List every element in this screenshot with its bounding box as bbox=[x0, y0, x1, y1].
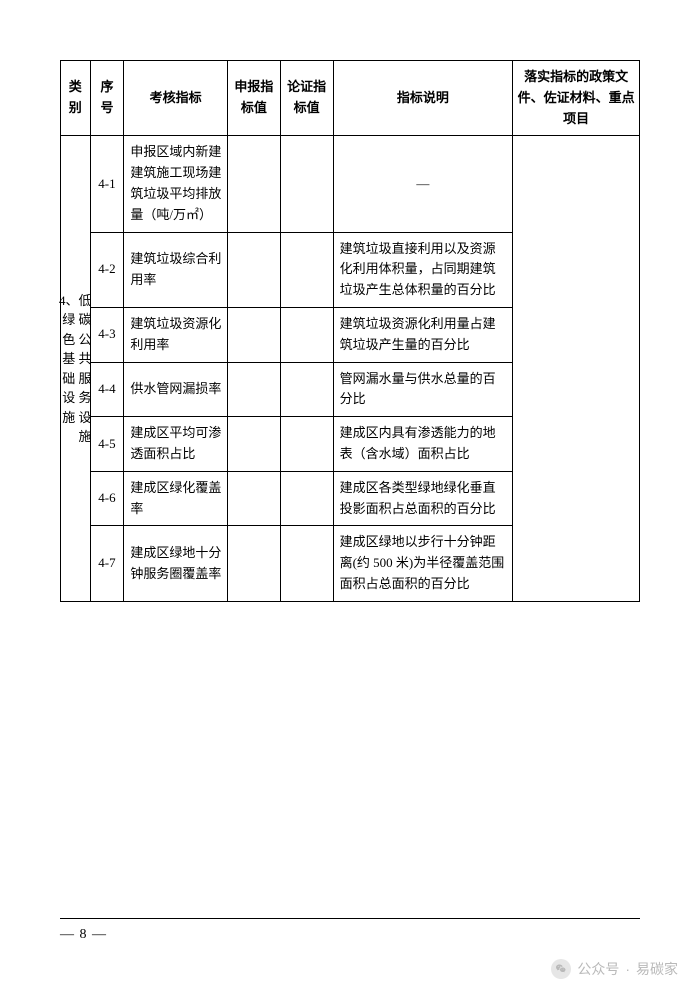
category-col2: 低 碳 公 共 服 务 设 施 bbox=[79, 291, 92, 447]
category-cell: 4、 绿 色 基 础 设 施 低 碳 公 共 bbox=[61, 136, 91, 601]
table-row: 4、 绿 色 基 础 设 施 低 碳 公 共 bbox=[61, 136, 640, 232]
cell-declared bbox=[227, 232, 280, 307]
cell-indicator: 建成区绿地十分钟服务圈覆盖率 bbox=[124, 526, 228, 601]
cell-seq: 4-4 bbox=[90, 362, 124, 417]
cell-description: 建筑垃圾直接利用以及资源化利用体积量，占同期建筑垃圾产生总体积量的百分比 bbox=[333, 232, 513, 307]
cell-declared bbox=[227, 362, 280, 417]
header-policy: 落实指标的政策文件、佐证材料、重点项目 bbox=[513, 61, 640, 136]
cell-indicator: 申报区域内新建建筑施工现场建筑垃圾平均排放量（吨/万㎡） bbox=[124, 136, 228, 232]
cell-verified bbox=[280, 471, 333, 526]
cell-verified bbox=[280, 417, 333, 472]
page-number: — 8 — bbox=[60, 927, 107, 943]
cell-declared bbox=[227, 471, 280, 526]
footer-rule bbox=[60, 918, 640, 919]
cell-indicator: 建成区绿化覆盖率 bbox=[124, 471, 228, 526]
category-col1: 4、 绿 色 基 础 设 施 bbox=[59, 291, 79, 447]
watermark: 公众号 · 易碳家 bbox=[551, 959, 678, 979]
cell-seq: 4-1 bbox=[90, 136, 124, 232]
cell-indicator: 供水管网漏损率 bbox=[124, 362, 228, 417]
cell-verified bbox=[280, 307, 333, 362]
cell-seq: 4-5 bbox=[90, 417, 124, 472]
cell-verified bbox=[280, 232, 333, 307]
watermark-name: 易碳家 bbox=[636, 959, 678, 979]
indicators-table: 类别 序号 考核指标 申报指标值 论证指标值 指标说明 落实指标的政策文件、佐证… bbox=[60, 60, 640, 602]
header-verified: 论证指标值 bbox=[280, 61, 333, 136]
cell-description: — bbox=[333, 136, 513, 232]
cell-declared bbox=[227, 417, 280, 472]
cell-indicator: 建成区平均可渗透面积占比 bbox=[124, 417, 228, 472]
cell-declared bbox=[227, 526, 280, 601]
header-indicator: 考核指标 bbox=[124, 61, 228, 136]
watermark-sep: · bbox=[625, 961, 630, 977]
cell-description: 建成区绿地以步行十分钟距离(约 500 米)为半径覆盖范围面积占总面积的百分比 bbox=[333, 526, 513, 601]
header-declared: 申报指标值 bbox=[227, 61, 280, 136]
wechat-icon bbox=[551, 959, 571, 979]
cell-verified bbox=[280, 362, 333, 417]
document-page: 类别 序号 考核指标 申报指标值 论证指标值 指标说明 落实指标的政策文件、佐证… bbox=[0, 0, 700, 991]
cell-description: 建成区各类型绿地绿化垂直投影面积占总面积的百分比 bbox=[333, 471, 513, 526]
cell-declared bbox=[227, 307, 280, 362]
cell-verified bbox=[280, 526, 333, 601]
cell-verified bbox=[280, 136, 333, 232]
cell-seq: 4-3 bbox=[90, 307, 124, 362]
cell-seq: 4-7 bbox=[90, 526, 124, 601]
cell-declared bbox=[227, 136, 280, 232]
cell-seq: 4-2 bbox=[90, 232, 124, 307]
cell-indicator: 建筑垃圾综合利用率 bbox=[124, 232, 228, 307]
table-header-row: 类别 序号 考核指标 申报指标值 论证指标值 指标说明 落实指标的政策文件、佐证… bbox=[61, 61, 640, 136]
cell-description: 管网漏水量与供水总量的百分比 bbox=[333, 362, 513, 417]
header-description: 指标说明 bbox=[333, 61, 513, 136]
header-category: 类别 bbox=[61, 61, 91, 136]
cell-description: 建筑垃圾资源化利用量占建筑垃圾产生量的百分比 bbox=[333, 307, 513, 362]
header-seq: 序号 bbox=[90, 61, 124, 136]
cell-policy bbox=[513, 136, 640, 601]
cell-seq: 4-6 bbox=[90, 471, 124, 526]
cell-description: 建成区内具有渗透能力的地表（含水域）面积占比 bbox=[333, 417, 513, 472]
watermark-label: 公众号 bbox=[577, 959, 619, 979]
cell-indicator: 建筑垃圾资源化利用率 bbox=[124, 307, 228, 362]
